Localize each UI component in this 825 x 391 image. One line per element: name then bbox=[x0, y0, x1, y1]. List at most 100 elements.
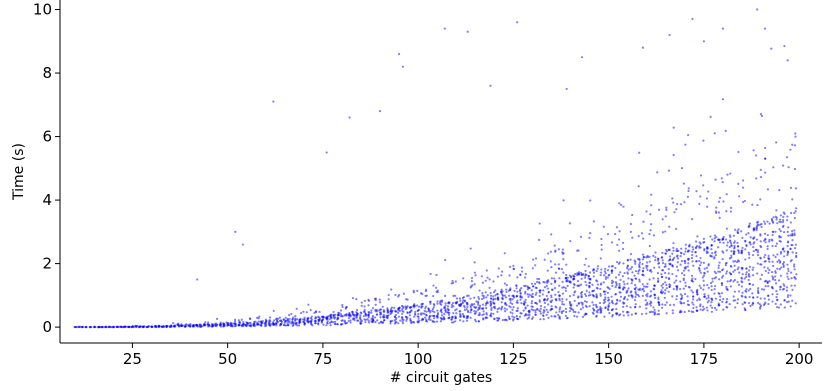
data-point bbox=[634, 270, 638, 273]
data-point bbox=[730, 244, 733, 247]
data-point bbox=[513, 289, 516, 292]
data-point bbox=[652, 254, 655, 257]
data-point bbox=[272, 319, 276, 322]
data-point bbox=[603, 290, 606, 293]
data-point bbox=[486, 294, 489, 297]
data-point bbox=[543, 298, 547, 301]
x-tick-label: 200 bbox=[785, 350, 814, 368]
data-point bbox=[748, 275, 751, 278]
data-point bbox=[278, 316, 281, 319]
data-point bbox=[581, 315, 585, 318]
data-point bbox=[515, 315, 519, 318]
data-point bbox=[480, 275, 483, 278]
data-point bbox=[378, 110, 382, 113]
data-point bbox=[557, 290, 560, 294]
data-point bbox=[432, 306, 435, 309]
data-point bbox=[791, 288, 794, 291]
data-point bbox=[779, 236, 783, 239]
data-point bbox=[607, 299, 610, 302]
data-point bbox=[420, 305, 423, 308]
data-point bbox=[710, 282, 713, 285]
data-point bbox=[402, 292, 405, 295]
data-point bbox=[394, 293, 397, 297]
data-point bbox=[721, 98, 725, 101]
data-point bbox=[325, 324, 328, 327]
data-point bbox=[429, 318, 432, 321]
data-point bbox=[633, 298, 637, 302]
data-point bbox=[530, 289, 533, 292]
data-point bbox=[503, 309, 507, 313]
data-point bbox=[494, 289, 497, 292]
data-point bbox=[482, 313, 485, 316]
data-point bbox=[683, 253, 686, 256]
data-point bbox=[751, 301, 755, 304]
data-point bbox=[794, 210, 797, 213]
data-point bbox=[660, 273, 663, 276]
data-point bbox=[379, 312, 383, 315]
data-point bbox=[258, 315, 261, 318]
data-point bbox=[618, 286, 621, 289]
data-point bbox=[297, 324, 301, 327]
data-point bbox=[500, 308, 503, 311]
data-point bbox=[793, 211, 796, 215]
data-point bbox=[551, 288, 554, 291]
y-tick-label: 0 bbox=[42, 318, 52, 336]
data-point bbox=[173, 324, 176, 328]
data-point bbox=[732, 280, 735, 283]
data-point bbox=[744, 248, 747, 251]
data-point bbox=[341, 315, 344, 318]
data-point bbox=[558, 316, 561, 319]
data-point bbox=[423, 309, 426, 313]
data-point bbox=[732, 250, 736, 253]
data-point bbox=[355, 311, 358, 314]
data-point bbox=[652, 310, 655, 314]
data-point bbox=[779, 288, 782, 291]
data-point bbox=[398, 309, 401, 312]
data-point bbox=[787, 269, 790, 273]
data-point bbox=[78, 325, 81, 328]
data-point bbox=[501, 290, 504, 293]
data-point bbox=[699, 271, 702, 274]
data-point bbox=[603, 270, 606, 273]
data-point bbox=[589, 199, 592, 202]
data-point bbox=[665, 276, 668, 279]
data-point bbox=[530, 282, 534, 285]
data-point bbox=[690, 289, 693, 292]
data-point bbox=[531, 292, 534, 295]
data-point bbox=[300, 311, 303, 315]
data-point bbox=[679, 280, 682, 283]
data-point bbox=[602, 281, 605, 284]
data-point bbox=[505, 308, 508, 311]
data-point bbox=[572, 294, 575, 297]
data-point bbox=[425, 288, 428, 291]
data-point bbox=[431, 310, 434, 313]
data-point bbox=[493, 318, 496, 321]
data-point bbox=[725, 193, 728, 196]
data-point bbox=[463, 306, 466, 309]
data-point bbox=[622, 241, 625, 244]
data-point bbox=[793, 234, 796, 237]
data-point bbox=[278, 319, 281, 322]
data-point bbox=[436, 312, 440, 315]
data-point bbox=[507, 315, 510, 318]
data-point bbox=[687, 269, 690, 272]
data-point bbox=[732, 252, 735, 256]
data-point bbox=[618, 314, 621, 317]
data-point bbox=[791, 238, 794, 242]
data-point bbox=[717, 200, 721, 203]
data-point bbox=[672, 287, 675, 291]
data-point bbox=[662, 282, 665, 286]
data-point bbox=[627, 294, 630, 297]
data-point bbox=[359, 317, 362, 320]
data-point bbox=[650, 204, 653, 207]
data-point bbox=[759, 263, 762, 266]
data-point bbox=[699, 286, 703, 290]
data-point bbox=[794, 132, 797, 135]
data-point bbox=[254, 320, 257, 323]
data-point bbox=[538, 309, 541, 312]
data-point bbox=[634, 260, 637, 263]
data-point bbox=[783, 250, 786, 253]
data-point bbox=[454, 294, 457, 297]
data-point bbox=[749, 243, 752, 246]
data-point bbox=[192, 324, 195, 328]
